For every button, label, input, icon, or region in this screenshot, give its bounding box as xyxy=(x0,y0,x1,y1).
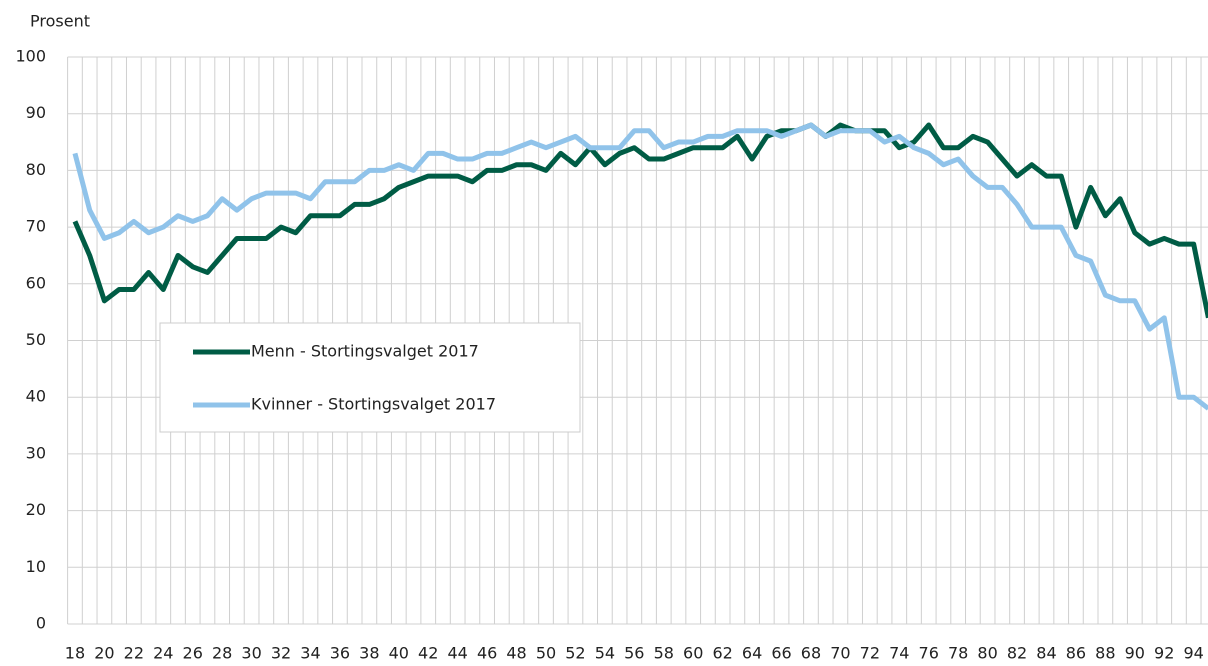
x-tick-label: 20 xyxy=(94,644,114,663)
x-tick-label: 56 xyxy=(624,644,644,663)
y-tick-label: 0 xyxy=(36,614,46,633)
line-series xyxy=(72,122,1208,319)
x-tick-label: 84 xyxy=(1036,644,1056,663)
y-tick-label: 10 xyxy=(26,557,46,576)
y-tick-label: 20 xyxy=(26,500,46,519)
x-tick-label: 46 xyxy=(477,644,497,663)
x-tick-label: 48 xyxy=(506,644,526,663)
y-tick-label: 80 xyxy=(26,160,46,179)
x-tick-label: 76 xyxy=(919,644,939,663)
x-tick-label: 94 xyxy=(1184,644,1204,663)
x-tick-label: 78 xyxy=(948,644,968,663)
y-axis-label: Prosent xyxy=(30,12,90,31)
x-tick-label: 66 xyxy=(771,644,791,663)
x-tick-label: 62 xyxy=(712,644,732,663)
x-tick-label: 52 xyxy=(565,644,585,663)
x-tick-label: 38 xyxy=(359,644,379,663)
x-tick-label: 36 xyxy=(330,644,350,663)
line-series xyxy=(72,122,1208,411)
x-tick-label: 28 xyxy=(212,644,232,663)
x-tick-label: 40 xyxy=(389,644,409,663)
x-tick-label: 82 xyxy=(1007,644,1027,663)
x-tick-label: 90 xyxy=(1125,644,1145,663)
y-tick-label: 50 xyxy=(26,330,46,349)
y-tick-label: 100 xyxy=(15,47,46,66)
x-tick-label: 18 xyxy=(65,644,85,663)
x-tick-label: 58 xyxy=(654,644,674,663)
legend-label: Kvinner - Stortingsvalget 2017 xyxy=(251,395,496,414)
x-tick-label: 80 xyxy=(977,644,997,663)
y-tick-label: 70 xyxy=(26,217,46,236)
x-tick-label: 88 xyxy=(1095,644,1115,663)
y-tick-label: 40 xyxy=(26,387,46,406)
x-tick-label: 70 xyxy=(830,644,850,663)
y-tick-label: 90 xyxy=(26,103,46,122)
x-tick-label: 26 xyxy=(183,644,203,663)
y-tick-label: 30 xyxy=(26,443,46,462)
x-tick-label: 74 xyxy=(889,644,909,663)
x-tick-label: 86 xyxy=(1066,644,1086,663)
x-tick-label: 60 xyxy=(683,644,703,663)
y-tick-label: 60 xyxy=(26,273,46,292)
x-tick-label: 32 xyxy=(271,644,291,663)
x-tick-label: 64 xyxy=(742,644,762,663)
x-tick-label: 72 xyxy=(860,644,880,663)
legend-label: Menn - Stortingsvalget 2017 xyxy=(251,342,479,361)
x-tick-label: 68 xyxy=(801,644,821,663)
x-tick-label: 42 xyxy=(418,644,438,663)
x-tick-label: 92 xyxy=(1154,644,1174,663)
x-tick-label: 50 xyxy=(536,644,556,663)
x-tick-label: 22 xyxy=(124,644,144,663)
x-tick-label: 34 xyxy=(300,644,320,663)
legend-box xyxy=(159,322,581,433)
x-tick-label: 30 xyxy=(241,644,261,663)
x-tick-label: 44 xyxy=(448,644,468,663)
x-tick-label: 54 xyxy=(595,644,615,663)
x-tick-label: 24 xyxy=(153,644,173,663)
